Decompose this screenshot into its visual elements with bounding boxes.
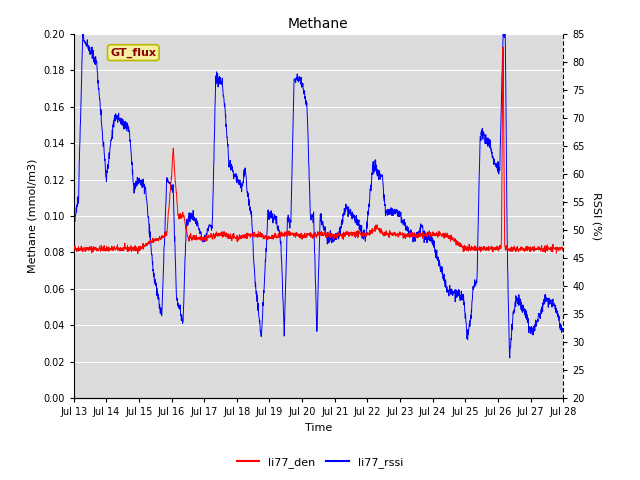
X-axis label: Time: Time <box>305 423 332 433</box>
Legend: li77_den, li77_rssi: li77_den, li77_rssi <box>232 452 408 472</box>
Y-axis label: Methane (mmol/m3): Methane (mmol/m3) <box>28 159 38 273</box>
Title: Methane: Methane <box>288 17 349 31</box>
Y-axis label: RSSI (%): RSSI (%) <box>591 192 602 240</box>
Text: GT_flux: GT_flux <box>110 48 156 58</box>
